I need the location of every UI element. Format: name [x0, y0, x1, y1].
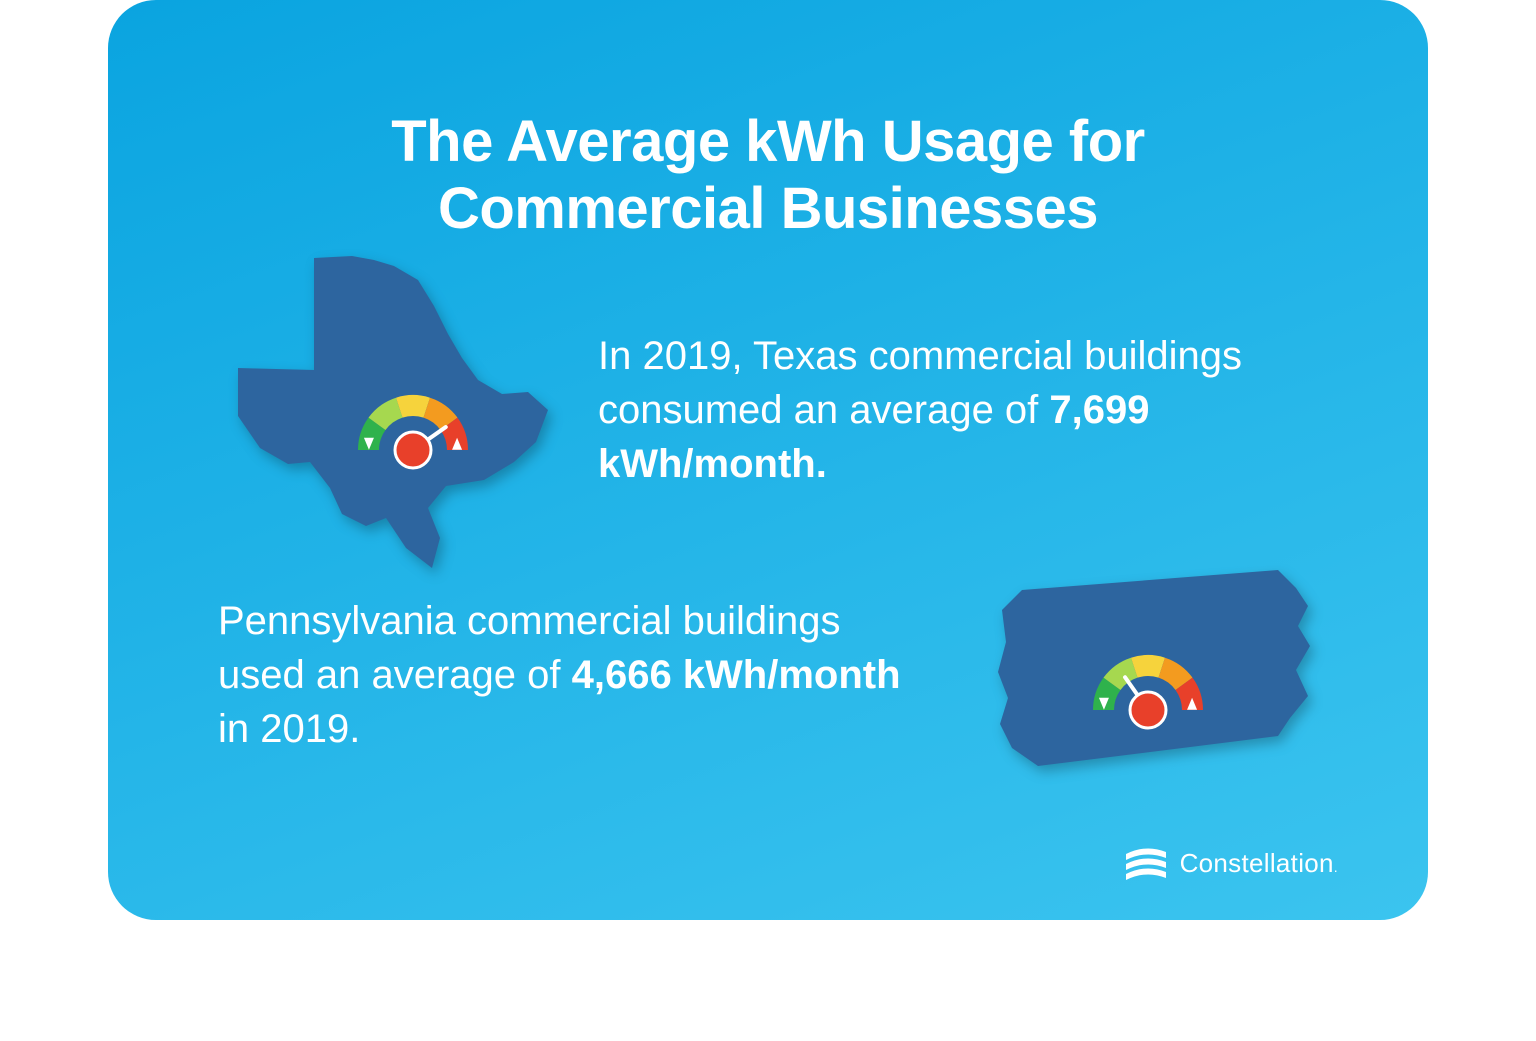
title-line-1: The Average kWh Usage for — [391, 109, 1145, 174]
logo-word: Constellation — [1180, 848, 1334, 878]
logo-stripes-icon — [1124, 846, 1168, 880]
gauge-icon — [338, 370, 488, 470]
pennsylvania-text: Pennsylvania commercial buildings used a… — [218, 594, 938, 756]
title-line-2: Commercial Businesses — [438, 176, 1098, 241]
row-pennsylvania: Pennsylvania commercial buildings used a… — [218, 560, 1318, 790]
texas-text: In 2019, Texas commercial buildings cons… — [598, 329, 1318, 491]
pa-text-bold: 4,666 kWh/month — [572, 653, 901, 697]
logo-suffix: . — [1334, 859, 1338, 875]
texas-shape — [218, 250, 558, 570]
pa-text-post: in 2019. — [218, 707, 360, 751]
pennsylvania-shape — [978, 560, 1318, 790]
row-texas: In 2019, Texas commercial buildings cons… — [218, 250, 1318, 570]
logo-text: Constellation. — [1180, 848, 1338, 879]
infographic-card: The Average kWh Usage for Commercial Bus… — [108, 0, 1428, 920]
page-title: The Average kWh Usage for Commercial Bus… — [108, 109, 1428, 242]
brand-logo: Constellation. — [1124, 846, 1338, 880]
gauge-icon — [1073, 630, 1223, 730]
